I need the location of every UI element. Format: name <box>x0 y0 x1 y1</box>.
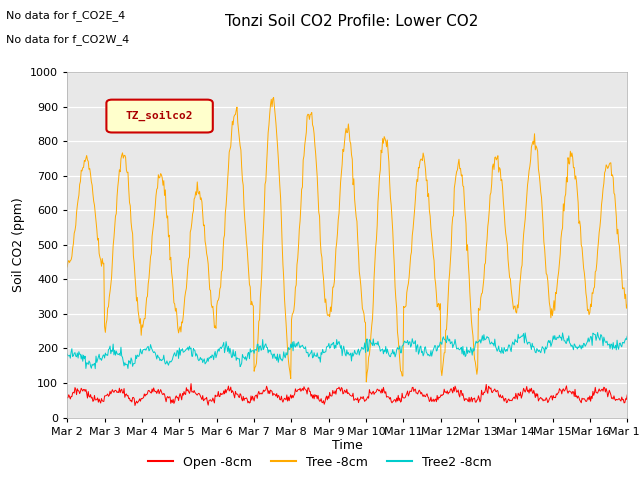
Open -8cm <box>623 392 631 398</box>
Line: Tree2 -8cm: Tree2 -8cm <box>67 333 627 369</box>
Tree2 -8cm <box>63 351 71 357</box>
Tree -8cm <box>63 264 71 270</box>
Open -8cm <box>219 391 227 397</box>
Open -8cm <box>187 381 195 386</box>
Open -8cm <box>74 386 81 392</box>
Tree2 -8cm <box>416 344 424 350</box>
Tree2 -8cm <box>623 333 631 339</box>
Tree -8cm <box>131 273 139 279</box>
Open -8cm <box>132 400 140 406</box>
Text: No data for f_CO2W_4: No data for f_CO2W_4 <box>6 34 130 45</box>
Tree2 -8cm <box>92 366 99 372</box>
Open -8cm <box>189 390 197 396</box>
Tree -8cm <box>433 304 441 310</box>
Tree -8cm <box>74 203 81 208</box>
Line: Tree -8cm: Tree -8cm <box>67 97 627 382</box>
Open -8cm <box>63 395 71 401</box>
Tree2 -8cm <box>218 344 226 349</box>
Legend: Open -8cm, Tree -8cm, Tree2 -8cm: Open -8cm, Tree -8cm, Tree2 -8cm <box>143 451 497 474</box>
Tree2 -8cm <box>132 352 140 358</box>
Tree -8cm <box>269 95 277 100</box>
Tree2 -8cm <box>594 330 602 336</box>
Tree -8cm <box>417 156 425 162</box>
Tree2 -8cm <box>74 350 81 356</box>
Tree -8cm <box>623 302 631 308</box>
Tree2 -8cm <box>189 353 196 359</box>
Text: Tonzi Soil CO2 Profile: Lower CO2: Tonzi Soil CO2 Profile: Lower CO2 <box>225 14 479 29</box>
Tree -8cm <box>188 220 196 226</box>
Tree -8cm <box>218 269 225 275</box>
Tree -8cm <box>362 379 370 385</box>
Line: Open -8cm: Open -8cm <box>67 384 627 406</box>
Open -8cm <box>433 393 441 398</box>
Tree2 -8cm <box>433 348 440 354</box>
X-axis label: Time: Time <box>332 439 363 453</box>
Text: No data for f_CO2E_4: No data for f_CO2E_4 <box>6 10 125 21</box>
Open -8cm <box>131 403 139 408</box>
FancyBboxPatch shape <box>106 100 212 132</box>
Y-axis label: Soil CO2 (ppm): Soil CO2 (ppm) <box>12 197 24 292</box>
Open -8cm <box>417 391 425 397</box>
Text: TZ_soilco2: TZ_soilco2 <box>126 111 193 121</box>
